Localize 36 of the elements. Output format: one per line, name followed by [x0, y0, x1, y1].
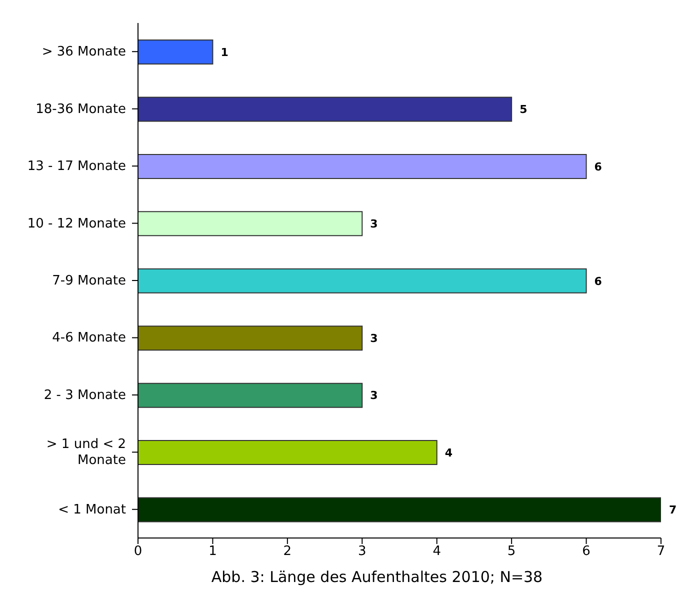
bar: [138, 268, 587, 294]
x-tick-label: 0: [134, 544, 142, 560]
data-label: 3: [370, 332, 378, 346]
data-label: 4: [444, 446, 453, 460]
y-tick-label: 4-6 Monate: [52, 330, 126, 346]
y-tick-label: < 1 Monat: [58, 502, 126, 517]
y-tick-label: > 36 Monate: [42, 44, 126, 60]
x-tick-label: 5: [507, 544, 516, 560]
bar: [138, 40, 214, 64]
data-label: 3: [370, 389, 378, 402]
x-tick-label: 1: [208, 544, 217, 560]
bar: [138, 96, 512, 122]
x-tick-label: 4: [432, 544, 441, 560]
data-label: 7: [669, 504, 677, 517]
y-tick-label: 7-9 Monate: [52, 273, 126, 288]
x-tick-label: 7: [656, 544, 666, 560]
data-label: 6: [594, 160, 602, 174]
data-label: 3: [370, 218, 378, 231]
data-label: 5: [520, 103, 528, 116]
y-tick-label: 10 - 12 Monate: [27, 216, 126, 231]
caption: Abb. 3: Länge des Aufenthaltes 2010; N=38: [210, 568, 544, 586]
y-tick-label: 13 - 17 Monate: [27, 158, 126, 174]
y-tick-label: 18-36 Monate: [36, 101, 126, 116]
bar: [138, 326, 363, 351]
data-label: 6: [594, 274, 602, 288]
bar: [138, 497, 661, 522]
bar: [138, 382, 363, 408]
data-label: 1: [220, 46, 228, 59]
x-tick-label: 3: [358, 544, 366, 560]
bar: [138, 154, 587, 179]
x-tick-label: 2: [283, 544, 292, 560]
y-tick-label: 2 - 3 Monate: [44, 387, 126, 402]
bar: [138, 440, 438, 466]
y-tick-label: > 1 und < 2 Monate: [46, 436, 126, 468]
bar: [138, 211, 363, 236]
x-tick-label: 6: [582, 544, 590, 560]
